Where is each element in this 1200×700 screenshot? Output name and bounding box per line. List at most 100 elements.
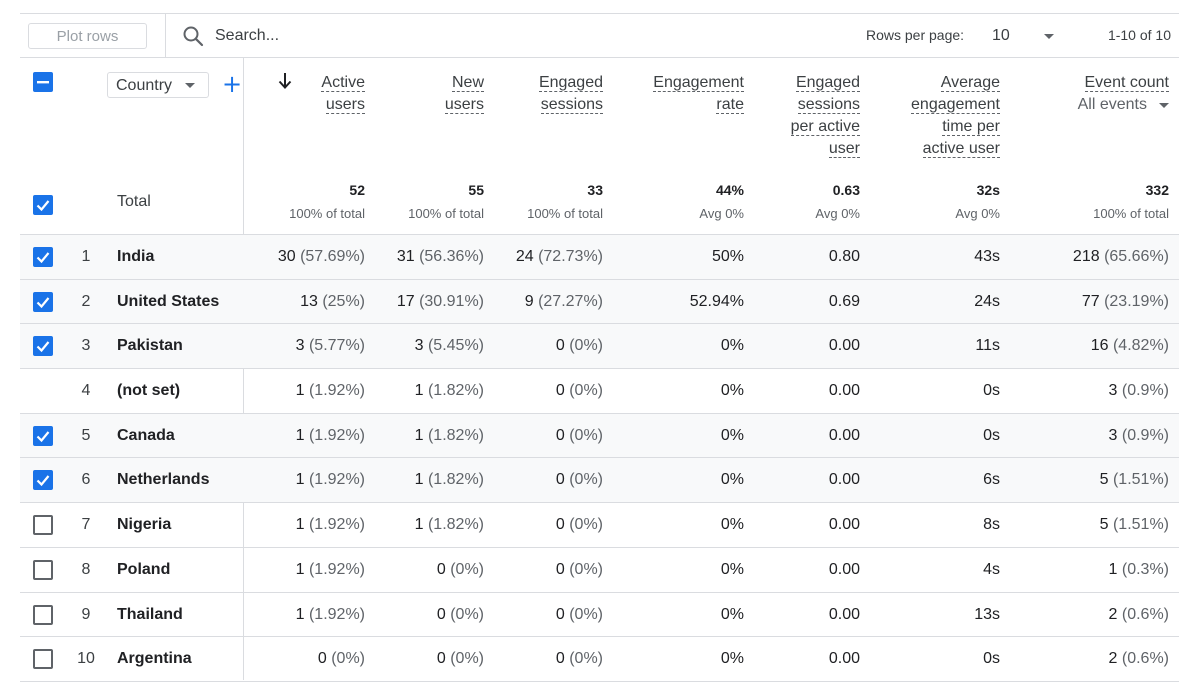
metric-cell: 0 (0%) <box>556 606 603 624</box>
metric-cell: 24 (72.73%) <box>516 248 603 266</box>
column-header-label: user <box>828 140 860 158</box>
metric-cell: 0% <box>721 427 744 445</box>
country-name: (not set) <box>117 382 181 400</box>
table-row[interactable]: 9 Thailand 1 (1.92%) 0 (0%) 0 (0%) 0% 0.00 13s 2… <box>20 593 1179 638</box>
column-header-label: Event count <box>1084 74 1169 92</box>
metric-value: 43s <box>974 248 1000 265</box>
row-checkbox[interactable] <box>33 604 53 625</box>
metric-percent: (30.91%) <box>419 292 484 310</box>
table-row[interactable]: 6 Netherlands 1 (1.92%) 1 (1.82%) 0 (0%) 0% 0.… <box>20 458 1179 504</box>
plot-rows-button[interactable]: Plot rows <box>28 23 147 49</box>
metric-value: 2 <box>1108 605 1118 623</box>
table-row[interactable]: 10 Argentina 0 (0%) 0 (0%) 0 (0%) 0% 0.00 0s 2 (… <box>20 637 1179 682</box>
metric-cell: 0 (0%) <box>556 516 603 534</box>
metric-value: 1 <box>414 382 424 400</box>
table-row[interactable]: 7 Nigeria 1 (1.92%) 1 (1.82%) 0 (0%) 0% 0.00 8s… <box>20 503 1179 548</box>
total-value: 332 <box>1145 182 1169 198</box>
table-header: Country + Active users New users Engaged sess… <box>20 58 1179 176</box>
metric-percent: (1.82%) <box>427 471 484 489</box>
metric-value: 13s <box>974 605 1000 623</box>
column-header[interactable]: Engaged sessions <box>538 72 603 116</box>
metric-cell: 218 (65.66%) <box>1073 248 1169 266</box>
row-checkbox[interactable] <box>33 515 53 536</box>
metric-value: 0.00 <box>828 650 860 668</box>
total-value: 55 <box>468 182 484 198</box>
row-checkbox[interactable] <box>33 470 53 491</box>
metric-value: 52.94% <box>689 292 744 310</box>
total-checkbox[interactable] <box>33 195 53 215</box>
metric-value: 1 <box>414 471 424 489</box>
search-input[interactable] <box>215 25 515 47</box>
metric-cell: 13 (25%) <box>300 293 365 311</box>
metric-percent: (0%) <box>569 426 603 444</box>
row-checkbox[interactable] <box>33 247 53 267</box>
column-header[interactable]: Average engagement time per active user <box>911 72 1000 160</box>
metric-value: 31 <box>396 248 415 265</box>
total-subtext: Avg 0% <box>955 206 1000 221</box>
metric-percent: (0%) <box>569 382 603 400</box>
column-header-label: engagement <box>911 96 1000 114</box>
table-row[interactable]: 4 (not set) 1 (1.92%) 1 (1.82%) 0 (0%) 0% 0.00… <box>20 369 1179 414</box>
select-all-checkbox[interactable] <box>33 72 53 92</box>
metric-cell: 0% <box>721 516 744 534</box>
metric-cell: 0% <box>721 561 744 579</box>
metric-cell: 31 (56.36%) <box>397 248 484 266</box>
metric-percent: (0%) <box>569 605 603 623</box>
event-filter-select[interactable]: All events <box>1078 94 1169 116</box>
metric-value: 0% <box>720 471 744 489</box>
metric-cell: 2 (0.6%) <box>1109 606 1169 624</box>
column-header-label: rate <box>716 96 744 114</box>
metric-value: 0.00 <box>828 382 860 400</box>
metric-percent: (1.92%) <box>308 605 365 623</box>
row-number: 6 <box>81 471 91 489</box>
metric-percent: (1.82%) <box>427 426 484 444</box>
column-header-label: per active <box>790 118 860 136</box>
metric-cell: 3 (5.77%) <box>296 337 365 355</box>
column-header[interactable]: Event count All events <box>1078 72 1169 116</box>
metric-cell: 3 (0.9%) <box>1109 382 1169 400</box>
dimension-select[interactable]: Country <box>107 72 209 98</box>
row-number: 3 <box>81 337 91 355</box>
metric-cell: 1 (0.3%) <box>1109 561 1169 579</box>
table-row[interactable]: 5 Canada 1 (1.92%) 1 (1.82%) 0 (0%) 0% 0.00 0s 3… <box>20 413 1179 459</box>
column-header[interactable]: Engagement rate <box>653 72 744 116</box>
metric-percent: (0%) <box>450 560 484 578</box>
row-checkbox[interactable] <box>33 649 53 670</box>
column-header-label: Engagement <box>653 74 744 92</box>
metric-cell: 0 (0%) <box>556 650 603 668</box>
table-row[interactable]: 1 India 30 (57.69%) 31 (56.36%) 24 (72.73%) 5… <box>20 235 1179 280</box>
column-header[interactable]: New users <box>444 72 484 116</box>
row-checkbox[interactable] <box>33 559 53 580</box>
column-header-label: Average <box>940 74 1000 92</box>
metric-value: 1 <box>414 426 424 444</box>
metric-value: 0% <box>720 337 744 355</box>
metric-cell: 0% <box>721 471 744 489</box>
row-checkbox[interactable] <box>33 425 53 446</box>
metric-value: 0.00 <box>828 605 860 623</box>
metric-value: 0 <box>555 426 565 444</box>
metric-cell: 1 (1.92%) <box>296 382 365 400</box>
arrow-down-icon[interactable] <box>278 72 292 90</box>
country-name: Netherlands <box>117 471 210 489</box>
metric-percent: (1.82%) <box>427 382 484 400</box>
row-checkbox[interactable] <box>33 291 53 312</box>
plus-icon[interactable]: + <box>222 70 243 98</box>
table-row[interactable]: 8 Poland 1 (1.92%) 0 (0%) 0 (0%) 0% 0.00 4s 1 (0… <box>20 548 1179 593</box>
metric-cell: 1 (1.82%) <box>415 382 484 400</box>
metric-value: 77 <box>1081 292 1100 310</box>
column-header[interactable]: Engaged sessions per active user <box>790 72 860 160</box>
metric-percent: (1.51%) <box>1112 516 1169 534</box>
table-row[interactable]: 3 Pakistan 3 (5.77%) 3 (5.45%) 0 (0%) 0% 0.00 1… <box>20 324 1179 370</box>
metric-percent: (0%) <box>450 650 484 668</box>
rows-per-page-select[interactable]: 10 <box>980 23 1060 49</box>
metric-cell: 0% <box>721 650 744 668</box>
table-row[interactable]: 2 United States 13 (25%) 17 (30.91%) 9 (27.2… <box>20 279 1179 325</box>
row-number: 9 <box>81 605 91 623</box>
column-header[interactable]: Active users <box>321 72 365 116</box>
metric-cell: 50% <box>712 248 744 266</box>
row-checkbox[interactable] <box>33 336 53 357</box>
metric-value: 13 <box>300 292 318 310</box>
metric-cell: 0.00 <box>829 471 860 489</box>
search-icon[interactable] <box>182 25 204 47</box>
row-number: 2 <box>81 292 91 310</box>
